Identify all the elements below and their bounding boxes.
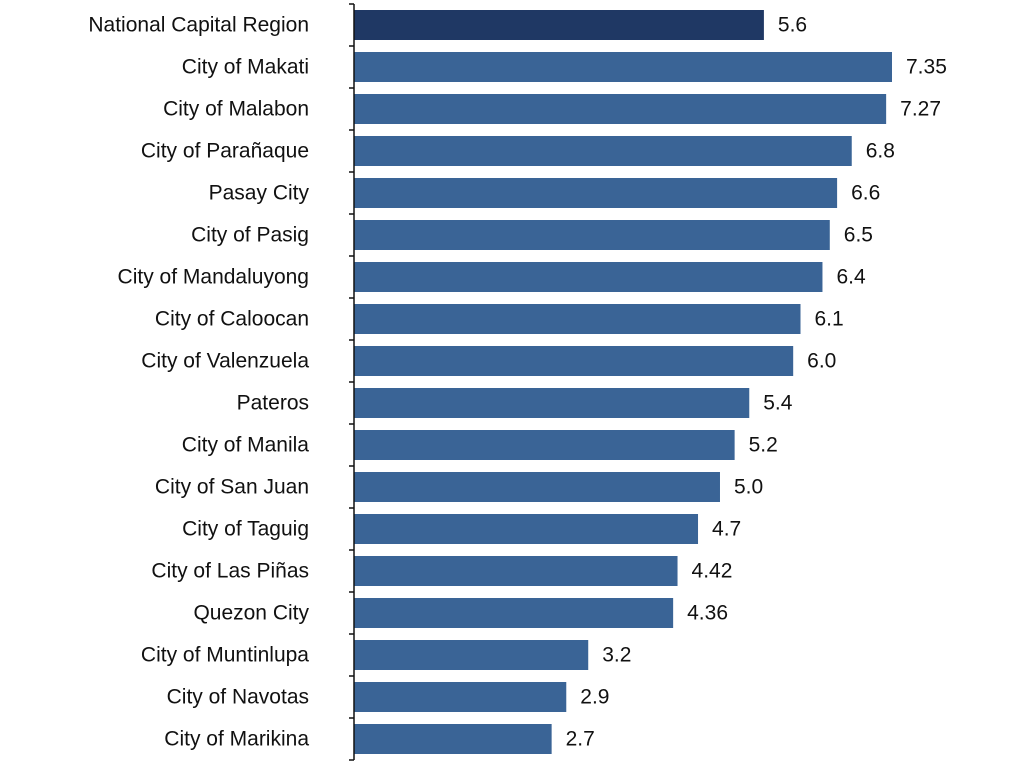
bar-0 (354, 10, 764, 40)
bar-17 (354, 724, 552, 754)
value-label: 5.6 (778, 14, 807, 37)
bar-10 (354, 430, 735, 460)
value-label: 5.2 (749, 434, 778, 457)
value-label: 4.42 (692, 560, 733, 583)
value-label: 5.0 (734, 476, 763, 499)
value-label: 6.4 (836, 266, 866, 289)
category-label: City of Pasig (191, 224, 309, 247)
value-label: 7.35 (906, 56, 947, 79)
category-label: City of Mandaluyong (118, 266, 309, 289)
category-label: City of Muntinlupa (141, 644, 309, 667)
bar-7 (354, 304, 801, 334)
bar-2 (354, 94, 886, 124)
value-label: 6.6 (851, 182, 880, 205)
category-label: National Capital Region (88, 14, 309, 37)
category-labels-layer: National Capital Region City of Makati Cit… (88, 14, 309, 751)
bar-14 (354, 598, 673, 628)
category-label: Pateros (237, 392, 309, 415)
bar-12 (354, 514, 698, 544)
value-labels-layer: 5.6 7.35 7.276.8 6.6 6.5 6.4 6.1 6.0 5.4 5.2 5.0 4.… (566, 14, 947, 751)
category-label: City of Taguig (182, 518, 309, 541)
bars-layer (354, 10, 892, 754)
category-label: City of Valenzuela (141, 350, 309, 373)
value-label: 7.27 (900, 98, 941, 121)
value-label: 6.8 (866, 140, 895, 163)
bar-6 (354, 262, 822, 292)
bar-16 (354, 682, 566, 712)
category-label: City of Las Piñas (151, 560, 309, 583)
bar-15 (354, 640, 588, 670)
bar-4 (354, 178, 837, 208)
value-label: 6.1 (815, 308, 844, 331)
category-label: City of Manila (182, 434, 310, 457)
category-label: Pasay City (209, 182, 310, 205)
category-label: City of Navotas (167, 686, 309, 709)
bar-1 (354, 52, 892, 82)
bar-9 (354, 388, 749, 418)
y-axis (349, 4, 354, 760)
category-label: City of San Juan (155, 476, 309, 499)
value-label: 2.7 (566, 728, 595, 751)
category-label: City of Parañaque (141, 140, 309, 163)
category-label: Quezon City (193, 602, 309, 625)
bar-11 (354, 472, 720, 502)
value-label: 2.9 (580, 686, 609, 709)
value-label: 4.7 (712, 518, 741, 541)
bar-8 (354, 346, 793, 376)
value-label: 6.5 (844, 224, 873, 247)
bar-3 (354, 136, 852, 166)
category-label: City of Marikina (164, 728, 309, 751)
category-label: City of Makati (182, 56, 309, 79)
category-label: City of Malabon (163, 98, 309, 121)
bar-5 (354, 220, 830, 250)
value-label: 6.0 (807, 350, 836, 373)
value-label: 4.36 (687, 602, 728, 625)
value-label: 3.2 (602, 644, 631, 667)
value-label: 5.4 (763, 392, 793, 415)
bar-13 (354, 556, 678, 586)
category-label: City of Caloocan (155, 308, 309, 331)
